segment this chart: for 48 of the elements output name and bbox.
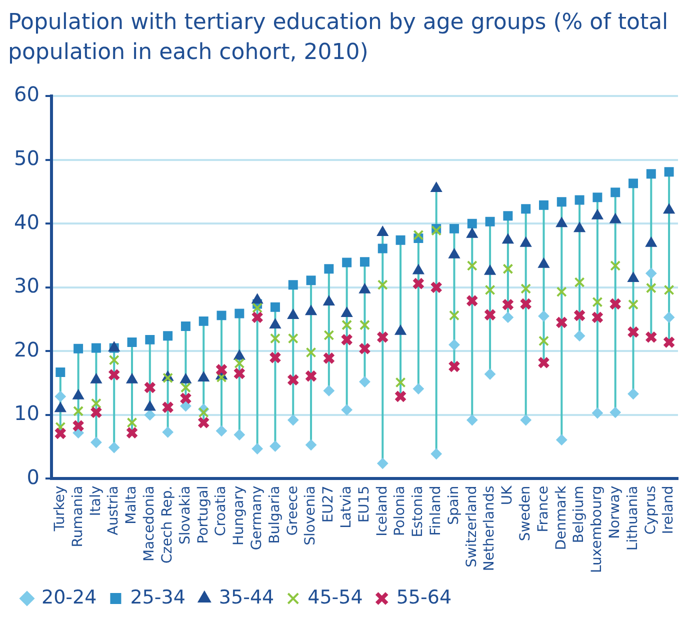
chart-title: Population with tertiary education by age groups (% of total population in each cohort, 2010) <box>8 9 670 67</box>
x-tick-label: Bulgaria <box>266 486 283 544</box>
y-tick-label: 0 <box>26 464 40 489</box>
x-tick-label: Hungary <box>231 486 248 546</box>
x-tick-label: Lithuania <box>624 486 641 551</box>
x-tick-label: Sweden <box>517 486 534 542</box>
x-tick-label: Polonia <box>392 486 408 536</box>
legend-label: 20-24 <box>42 586 97 608</box>
x-tick-label: Switzerland <box>464 486 480 568</box>
x-tick-label: Malta <box>124 486 140 524</box>
legend-label: 35-44 <box>218 586 274 608</box>
x-tick-label: Greece <box>284 486 301 536</box>
y-tick-label: 30 <box>14 274 40 298</box>
x-tick-label: Slovenia <box>302 486 319 546</box>
x-tick-label: Finland <box>428 486 444 536</box>
x-tick-label: Spain <box>446 486 462 525</box>
x-tick-label: France <box>535 486 552 532</box>
x-tick-label: UK <box>500 484 516 506</box>
x-tick-label: Belgium <box>571 486 588 544</box>
x-tick-label: Germany <box>248 486 265 550</box>
x-tick-label: Estonia <box>410 486 426 538</box>
x-tick-label: Czech Rep. <box>159 486 176 564</box>
y-tick-label: 10 <box>14 401 40 426</box>
x-tick-label: Slovakia <box>177 486 194 545</box>
y-tick-label: 60 <box>14 82 40 106</box>
x-tick-label: Portugal <box>195 486 212 544</box>
x-tick-label: Macedonia <box>142 486 158 562</box>
x-tick-label: Rumania <box>70 486 86 548</box>
x-tick-label: Croatia <box>213 486 230 536</box>
x-tick-label: Norway <box>606 486 623 539</box>
x-tick-label: Latvia <box>338 486 354 528</box>
x-tick-label: Turkey <box>52 486 68 532</box>
x-tick-label: EU15 <box>356 486 372 523</box>
x-tick-label: Netherlands <box>482 486 498 572</box>
y-tick-label: 40 <box>14 210 40 234</box>
x-tick-label: Austria <box>106 486 122 536</box>
x-tick-label: Italy <box>88 486 104 516</box>
x-tick-label: Luxembourg <box>589 486 606 574</box>
legend-label: 55-64 <box>396 586 452 608</box>
legend-label: 25-34 <box>130 586 186 608</box>
legend-label: 45-54 <box>308 586 363 608</box>
x-tick-label: Iceland <box>374 486 390 536</box>
y-tick-label: 50 <box>14 146 40 170</box>
y-tick-label: 20 <box>14 337 40 362</box>
x-tick-label: Denmark <box>553 484 570 550</box>
x-tick-label: Cyprus <box>642 486 659 535</box>
x-tick-label: EU27 <box>320 486 337 523</box>
x-tick-label: Ireland <box>660 486 677 534</box>
